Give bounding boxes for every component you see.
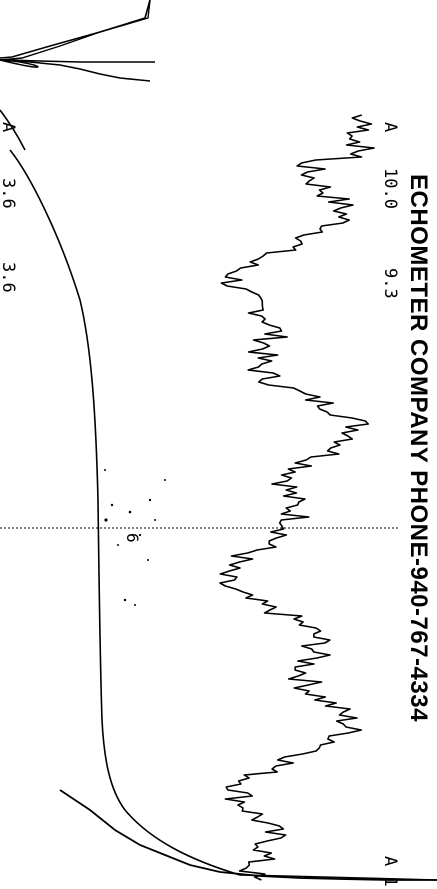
lower-decay-curve [0,59,155,68]
marker-label: 6 [123,533,142,543]
lower-main-curve [0,59,151,151]
lower-label-a: A [0,122,18,133]
scatter-specks [104,469,166,606]
upper-label-a1: A 1 [380,856,400,887]
lower-curve-trace [0,0,151,63]
upper-value-2: 9.3 [380,268,400,299]
company-phone-header: ECHOMETER COMPANY PHONE-940-767-4334 [405,174,432,722]
lower-envelope [9,149,437,881]
upper-value-1: 10.0 [380,168,400,209]
bottom-noise-border [59,789,437,881]
lower-value-2: 3.6 [0,262,18,293]
lower-value-1: 3.6 [0,178,18,209]
top-bracket-line [0,0,151,59]
upper-acoustic-trace [219,114,375,881]
upper-label-a: A [380,122,400,133]
